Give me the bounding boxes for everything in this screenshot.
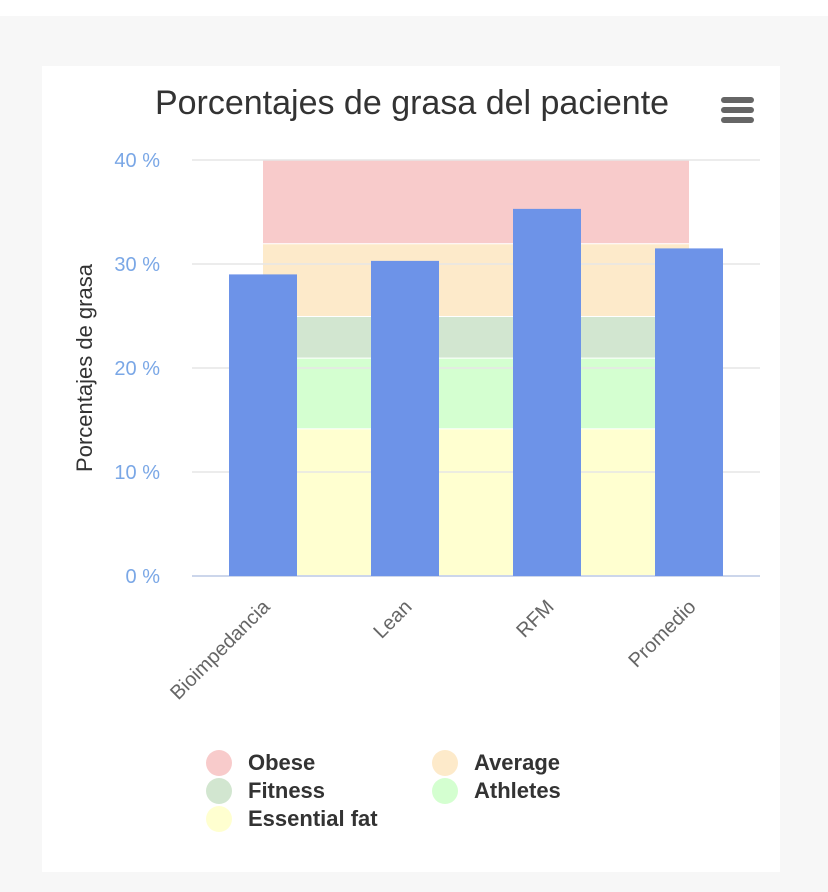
y-tick-label: 30 % (114, 254, 160, 276)
legend-item-fitness[interactable]: Fitness (206, 778, 325, 804)
band-essential-fat (263, 428, 689, 576)
x-tick-label: Promedio (624, 596, 700, 672)
legend-label: Athletes (474, 778, 561, 803)
legend-swatch (432, 778, 458, 804)
reference-bands (263, 160, 689, 576)
top-bar (0, 0, 828, 16)
y-axis-ticks: 0 % 10 % 20 % 30 % 40 % (114, 150, 160, 588)
legend-item-average[interactable]: Average (432, 750, 560, 776)
x-tick-label: Bioimpedancia (166, 595, 275, 704)
legend-label: Average (474, 750, 561, 775)
band-athletes (263, 357, 689, 429)
band-fitness (263, 316, 689, 358)
bar-lean[interactable] (371, 260, 439, 576)
chart-title: Porcentajes de grasa del paciente (154, 84, 670, 122)
band-obese (263, 160, 689, 244)
hamburger-menu-icon[interactable] (718, 94, 756, 128)
legend-label: Fitness (248, 778, 326, 803)
bars (229, 208, 723, 576)
legend-swatch (206, 778, 232, 804)
y-tick-label: 0 % (126, 566, 161, 588)
bar-bioimpedancia[interactable] (229, 274, 297, 576)
legend-item-essential-fat[interactable]: Essential fat (206, 806, 378, 832)
x-axis-ticks: Bioimpedancia Lean RFM Promedio (166, 595, 700, 704)
x-tick-label: RFM (512, 596, 558, 642)
y-tick-label: 10 % (114, 462, 160, 484)
x-tick-label: Lean (370, 596, 417, 643)
legend-swatch (432, 750, 458, 776)
band-average (263, 243, 689, 316)
legend-swatch (206, 806, 232, 832)
y-tick-label: 20 % (114, 358, 160, 380)
legend-label: Obese (248, 750, 316, 775)
legend: Obese Average Fitness Athletes Essential fat (206, 750, 646, 840)
legend-swatch (206, 750, 232, 776)
y-axis-label: Porcentajes de grasa (72, 263, 97, 472)
bar-promedio[interactable] (655, 248, 723, 576)
legend-item-athletes[interactable]: Athletes (432, 778, 561, 804)
bar-rfm[interactable] (513, 208, 581, 576)
legend-label: Essential fat (248, 806, 378, 831)
legend-item-obese[interactable]: Obese (206, 750, 315, 776)
y-tick-label: 40 % (114, 150, 160, 172)
